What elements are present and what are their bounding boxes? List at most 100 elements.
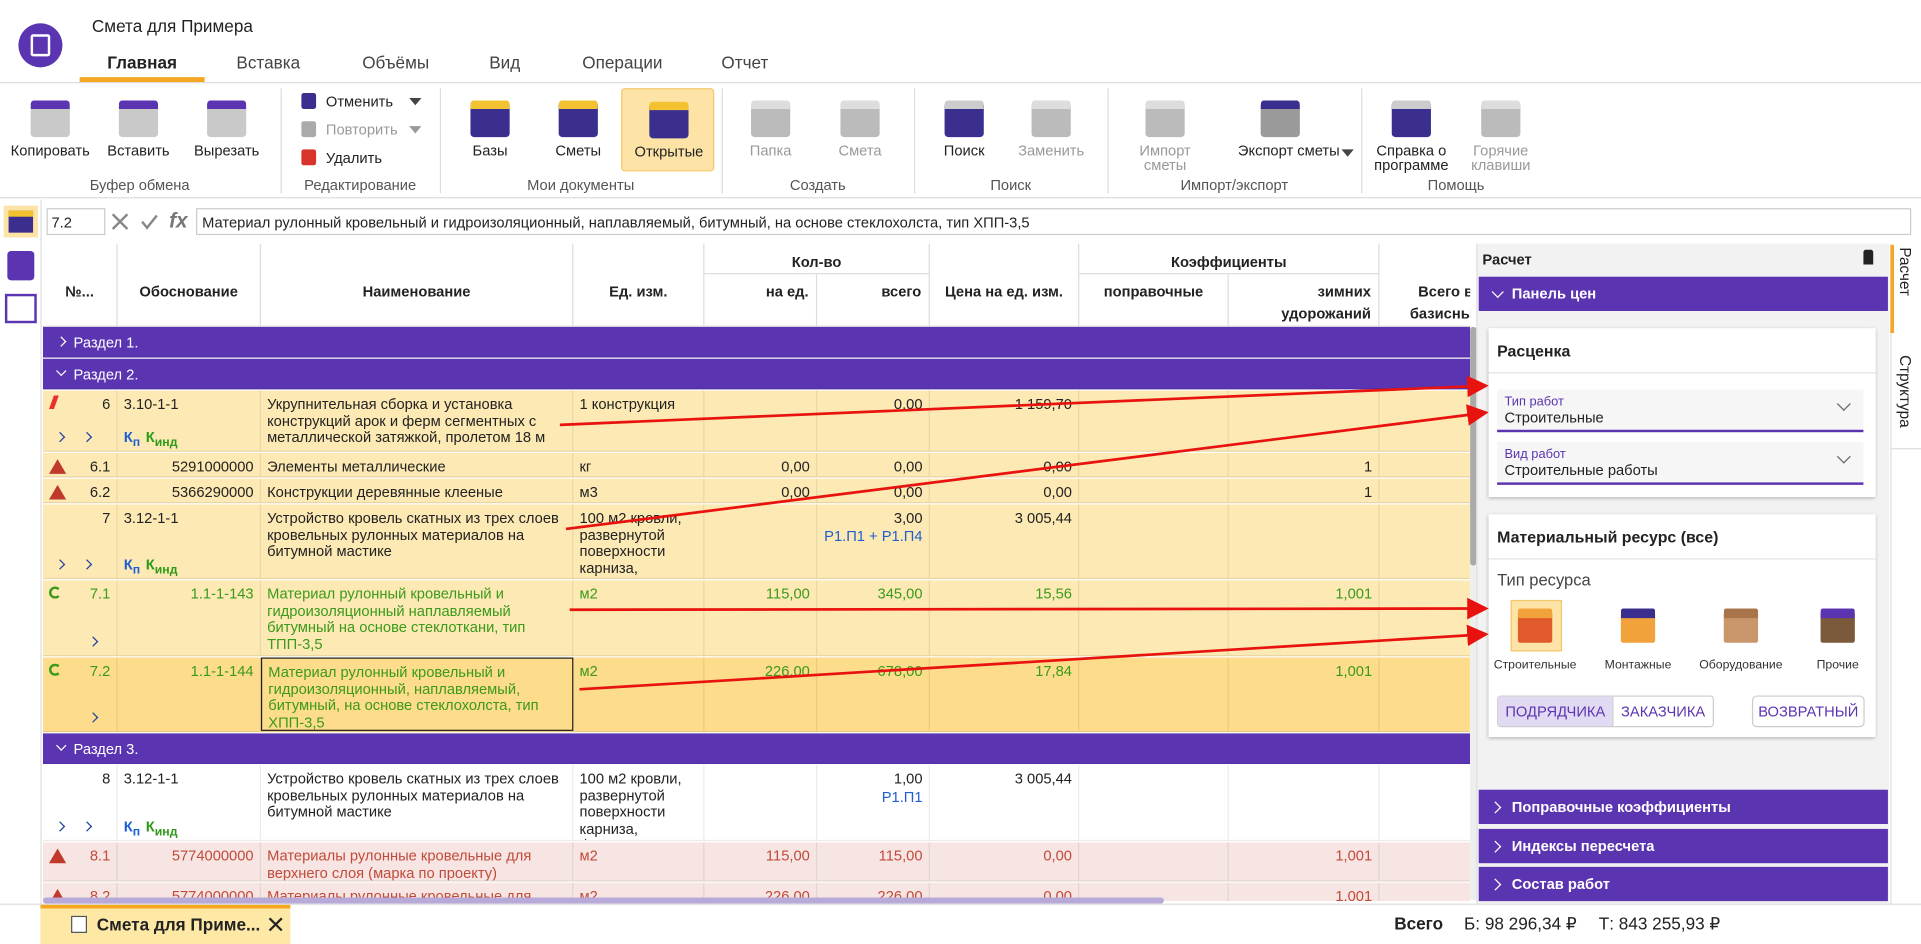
table-cell[interactable]: м2 xyxy=(573,657,705,731)
table-cell[interactable] xyxy=(1079,504,1229,578)
table-cell[interactable]: 0,00 xyxy=(704,478,818,502)
table-cell[interactable]: 678,00 xyxy=(817,657,930,731)
ribbon-button[interactable]: Папка xyxy=(724,88,817,171)
table-cell[interactable] xyxy=(704,390,818,451)
side-tab-structure[interactable] xyxy=(1890,337,1921,450)
ribbon-button[interactable]: Удалить xyxy=(296,146,431,170)
table-cell[interactable] xyxy=(1079,765,1229,840)
table-cell[interactable]: 1 конструкция xyxy=(573,390,705,451)
table-cell[interactable]: 1 xyxy=(1229,478,1380,502)
table-cell[interactable] xyxy=(1379,842,1470,880)
ribbon-button[interactable]: Поиск xyxy=(918,88,1011,171)
ribbon-button[interactable]: Повторить xyxy=(296,118,431,142)
table-cell[interactable] xyxy=(1229,504,1380,578)
table-cell[interactable]: 3.12-1-1 xyxy=(118,504,261,578)
table-cell[interactable]: 0,00 xyxy=(930,453,1080,477)
table-cell[interactable] xyxy=(704,504,818,578)
table-cell[interactable] xyxy=(1379,453,1470,476)
ribbon-button[interactable]: Копировать xyxy=(4,88,97,171)
table-cell[interactable] xyxy=(1079,453,1229,477)
side-tab-calc[interactable] xyxy=(1890,244,1921,334)
formula-input[interactable]: Материал рулонный кровельный и гидроизол… xyxy=(196,208,1912,236)
accept-icon[interactable] xyxy=(141,214,158,230)
sidebar-estimates[interactable] xyxy=(7,250,35,281)
table-cell[interactable]: Укрупнительная сборка и установка констр… xyxy=(261,390,574,451)
table-cell[interactable]: Элементы металлические xyxy=(261,453,574,477)
table-cell[interactable]: 3 005,44 xyxy=(930,765,1080,840)
table-cell[interactable]: 7.1 xyxy=(43,580,118,656)
table-cell[interactable] xyxy=(1379,765,1470,840)
table-cell[interactable]: Конструкции деревянные клееные xyxy=(261,478,574,502)
panel-section-bar[interactable]: Состав работ xyxy=(1478,866,1888,902)
resource-icon[interactable] xyxy=(1620,608,1656,643)
resource-icon[interactable] xyxy=(1820,608,1855,643)
table-cell[interactable]: 5774000000 xyxy=(118,842,261,881)
table-cell[interactable]: 5366290000 xyxy=(118,478,261,502)
h-scrollbar[interactable] xyxy=(42,897,1164,904)
table-cell[interactable]: 1,00 Р1.П1 xyxy=(817,765,930,840)
panel-section-bar[interactable]: Индексы пересчета xyxy=(1478,828,1888,864)
table-cell[interactable] xyxy=(1379,391,1470,451)
table-row[interactable]: 7.1 1.1-1-143 Материал рулонный кровельный… xyxy=(42,580,1471,657)
table-cell[interactable]: 0,00 xyxy=(817,390,930,451)
table-cell[interactable] xyxy=(704,765,818,840)
table-cell[interactable]: 3.10-1-1 xyxy=(118,390,261,451)
price-panel-bar[interactable]: Панель цен xyxy=(1478,276,1888,311)
panel-section-bar[interactable]: Поправочные коэффициенты xyxy=(1478,789,1888,825)
menu-tab[interactable]: Объёмы xyxy=(362,52,430,73)
table-cell[interactable]: 115,00 xyxy=(704,842,818,881)
app-logo[interactable] xyxy=(18,23,63,68)
table-cell[interactable]: 1,001 xyxy=(1229,580,1380,656)
table-cell[interactable] xyxy=(1079,882,1229,902)
dropdown-field[interactable]: Тип работ Строительные xyxy=(1497,389,1864,433)
ribbon-button[interactable]: Открытые xyxy=(621,88,715,172)
table-cell[interactable]: 100 м2 кровли, развернутой поверхности к… xyxy=(573,504,705,578)
resource-icon[interactable] xyxy=(1723,608,1759,643)
table-cell[interactable]: 1.1-1-143 xyxy=(118,580,261,656)
table-cell[interactable]: Материалы рулонные кровельные для верхне… xyxy=(261,842,574,881)
table-cell[interactable]: 100 м2 кровли, развернутой поверхности к… xyxy=(573,765,705,840)
menu-tab[interactable]: Отчет xyxy=(721,52,769,73)
ribbon-button[interactable]: Горячие клавиши xyxy=(1454,88,1547,173)
table-cell[interactable]: 8.1 xyxy=(43,842,118,881)
ribbon-button[interactable]: Справка о программе xyxy=(1365,88,1458,173)
table-cell[interactable]: 8 xyxy=(43,765,118,840)
table-cell[interactable]: 5291000000 xyxy=(118,453,261,477)
table-cell[interactable]: 115,00 xyxy=(704,580,818,656)
table-cell[interactable]: м2 xyxy=(573,842,705,881)
toggle-customer[interactable]: ЗАКАЗЧИКА xyxy=(1612,696,1712,727)
table-cell[interactable]: 1 xyxy=(1379,657,1470,730)
table-row[interactable]: Раздел 1. xyxy=(42,326,1471,358)
ribbon-button[interactable]: Заменить xyxy=(1005,88,1098,171)
menu-tab[interactable]: Главная xyxy=(107,52,177,73)
table-cell[interactable]: 7 xyxy=(43,504,118,578)
table-row[interactable]: 6.2 5366290000 Конструкции деревянные клее… xyxy=(42,478,1471,504)
table-cell[interactable]: м2 xyxy=(573,580,705,656)
table-cell[interactable]: 6 xyxy=(43,390,118,451)
table-cell[interactable]: 0,00 xyxy=(930,842,1080,881)
table-cell[interactable]: 1,001 xyxy=(1229,882,1380,902)
ribbon-button[interactable]: Вставить xyxy=(92,88,185,171)
menu-tab[interactable]: Вид xyxy=(489,52,521,73)
table-cell[interactable]: Материал рулонный кровельный и гидроизол… xyxy=(260,657,574,731)
table-cell[interactable]: 1 159,70 xyxy=(930,390,1080,451)
table-cell[interactable] xyxy=(1229,390,1380,451)
table-cell[interactable]: Материал рулонный кровельный и гидроизол… xyxy=(261,580,574,656)
dropdown-field[interactable]: Вид работ Строительные работы xyxy=(1497,442,1864,485)
table-cell[interactable]: м3 xyxy=(573,478,705,502)
menu-tab[interactable]: Вставка xyxy=(236,52,301,73)
resource-icon[interactable] xyxy=(1517,608,1553,643)
table-cell[interactable]: 2 xyxy=(1379,504,1470,577)
cancel-icon[interactable] xyxy=(111,213,129,230)
table-cell[interactable] xyxy=(1079,842,1229,881)
table-cell[interactable]: Устройство кровель скатных из трех слоев… xyxy=(261,504,574,578)
table-cell[interactable]: 3 005,44 xyxy=(930,504,1080,578)
ribbon-button[interactable]: Импорт сметы xyxy=(1119,88,1212,173)
table-cell[interactable]: 115,00 xyxy=(817,842,930,881)
table-cell[interactable]: 0,00 xyxy=(930,478,1080,502)
table-cell[interactable]: 1,001 xyxy=(1229,842,1380,881)
table-cell[interactable]: 17,84 xyxy=(930,657,1080,731)
table-cell[interactable]: 0,00 xyxy=(704,453,818,477)
table-row[interactable]: 6 3.10-1-1 Укрупнительная сборка и установ… xyxy=(42,390,1471,452)
table-cell[interactable]: 6.2 xyxy=(43,478,118,502)
